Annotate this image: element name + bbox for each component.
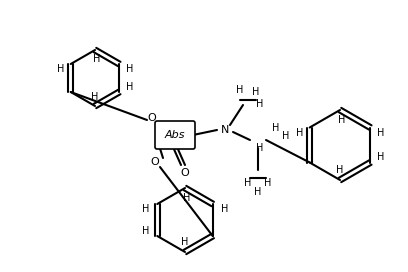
Text: H: H — [296, 128, 304, 138]
Text: H: H — [142, 226, 149, 236]
Text: H: H — [126, 82, 133, 92]
Text: H: H — [236, 85, 244, 95]
Text: H: H — [256, 143, 264, 153]
Text: H: H — [254, 187, 262, 197]
Text: H: H — [336, 165, 344, 175]
Text: Abs: Abs — [165, 130, 185, 140]
FancyBboxPatch shape — [155, 121, 195, 149]
Text: H: H — [377, 153, 384, 162]
Text: H: H — [221, 204, 228, 214]
Text: H: H — [57, 64, 64, 74]
Text: H: H — [282, 131, 290, 141]
Text: H: H — [338, 115, 346, 125]
Text: O: O — [148, 113, 156, 123]
Text: H: H — [252, 87, 259, 97]
Text: N: N — [221, 125, 229, 135]
Text: H: H — [181, 237, 188, 247]
Text: H: H — [142, 204, 149, 214]
Text: H: H — [244, 178, 252, 188]
Text: H: H — [91, 92, 99, 102]
Text: O: O — [151, 157, 160, 167]
Text: H: H — [377, 128, 384, 138]
Text: H: H — [183, 193, 191, 203]
Text: O: O — [181, 168, 189, 178]
Text: H: H — [264, 178, 272, 188]
Text: H: H — [126, 64, 133, 74]
Text: H: H — [93, 54, 101, 64]
Text: H: H — [272, 123, 280, 133]
Text: H: H — [256, 99, 264, 109]
